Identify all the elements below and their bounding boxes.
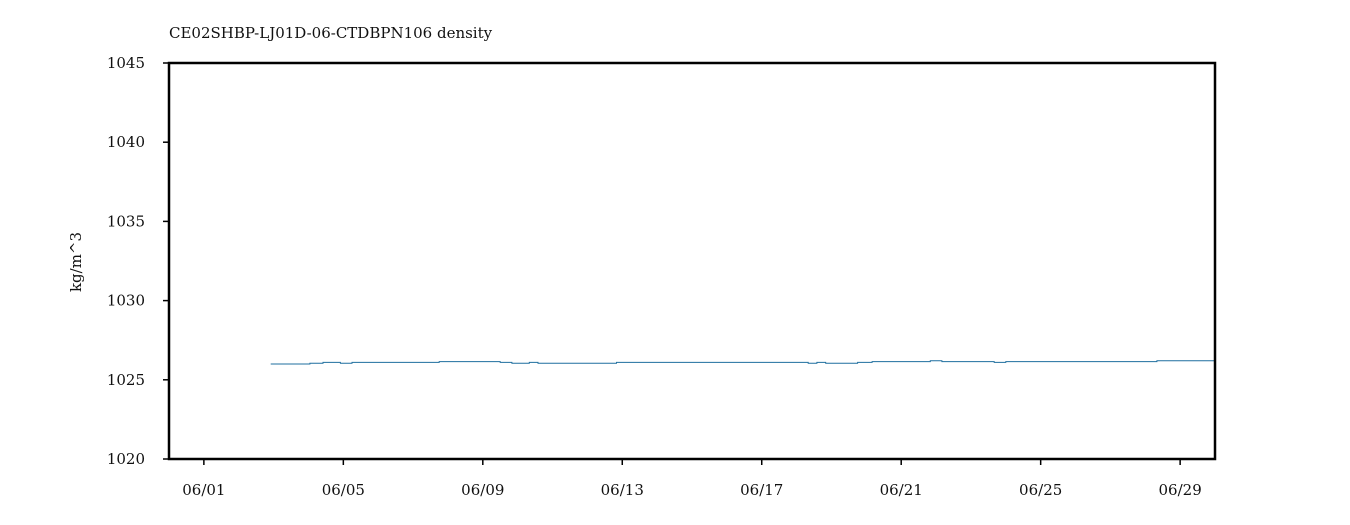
x-tick-label: 06/25: [1019, 481, 1062, 499]
x-tick-label: 06/29: [1159, 481, 1202, 499]
plot-frame: [167, 61, 1217, 461]
x-tick-label: 06/09: [461, 481, 504, 499]
x-tick-label: 06/13: [601, 481, 644, 499]
x-tick-label: 06/01: [182, 481, 225, 499]
y-axis-ticks: 1020 1025 1030 1035 1040 1045: [107, 54, 169, 468]
chart-title: CE02SHBP-LJ01D-06-CTDBPN106 density: [169, 24, 493, 42]
y-tick-label: 1040: [107, 133, 145, 151]
y-tick-label: 1025: [107, 371, 145, 389]
x-tick-label: 06/05: [322, 481, 365, 499]
y-axis-title: kg/m^3: [67, 232, 85, 292]
density-series-line: [270, 360, 1215, 365]
y-tick-label: 1035: [107, 212, 145, 230]
x-axis-ticks: 06/01 06/05 06/09 06/13 06/17 06/21 06/25 06/29: [182, 459, 1202, 499]
x-tick-label: 06/21: [880, 481, 923, 499]
y-tick-label: 1045: [107, 54, 145, 72]
y-tick-label: 1030: [107, 292, 145, 310]
x-tick-label: 06/17: [740, 481, 783, 499]
y-tick-label: 1020: [107, 450, 145, 468]
